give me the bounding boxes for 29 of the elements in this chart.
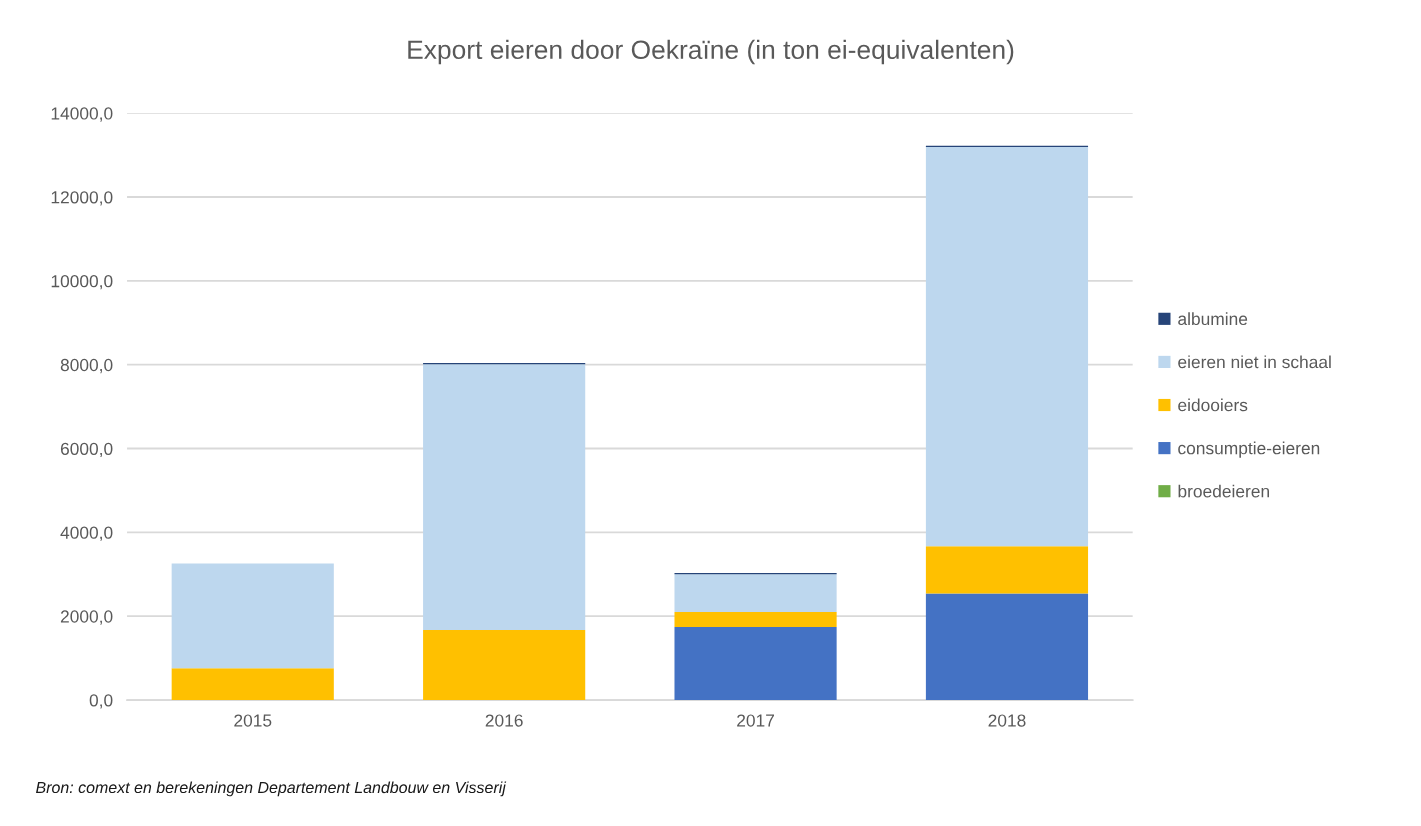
bar — [674, 574, 837, 612]
y-tick-label: 8000,0 — [60, 358, 113, 374]
x-tick-label: 2017 — [737, 714, 774, 727]
legend-label: consumptie-eieren — [1178, 441, 1320, 458]
bar — [171, 563, 334, 669]
y-tick-label: 2000,0 — [60, 610, 113, 625]
bar — [925, 593, 1089, 701]
y-tick-label: 14000,0 — [51, 107, 113, 122]
bar — [171, 668, 334, 701]
bar — [925, 147, 1089, 547]
x-tick-label: 2015 — [234, 714, 272, 727]
legend-label: broedeieren — [1178, 484, 1269, 498]
legend-label: eieren niet in schaal — [1178, 355, 1331, 369]
bar — [925, 546, 1089, 594]
bar — [423, 364, 586, 631]
chart-title: Export eieren door Oekraïne (in ton ei-equivalenten) — [408, 39, 1014, 65]
bar — [674, 627, 837, 701]
y-tick-label: 4000,0 — [60, 526, 113, 541]
bar — [423, 630, 586, 701]
text: Bron: comext en berekeningen Departement Landbouw en Visserij — [36, 781, 507, 797]
y-tick-label: 10000,0 — [51, 275, 113, 290]
legend-label: albumine — [1178, 312, 1248, 326]
y-tick-label: 0,0 — [89, 694, 113, 709]
bar — [674, 612, 837, 628]
x-tick-label: 2018 — [988, 714, 1026, 727]
y-tick-label: 6000,0 — [60, 442, 113, 458]
y-tick-label: 12000,0 — [51, 191, 113, 206]
x-tick-label: 2016 — [485, 714, 523, 727]
legend-label: eidooiers — [1178, 398, 1248, 412]
